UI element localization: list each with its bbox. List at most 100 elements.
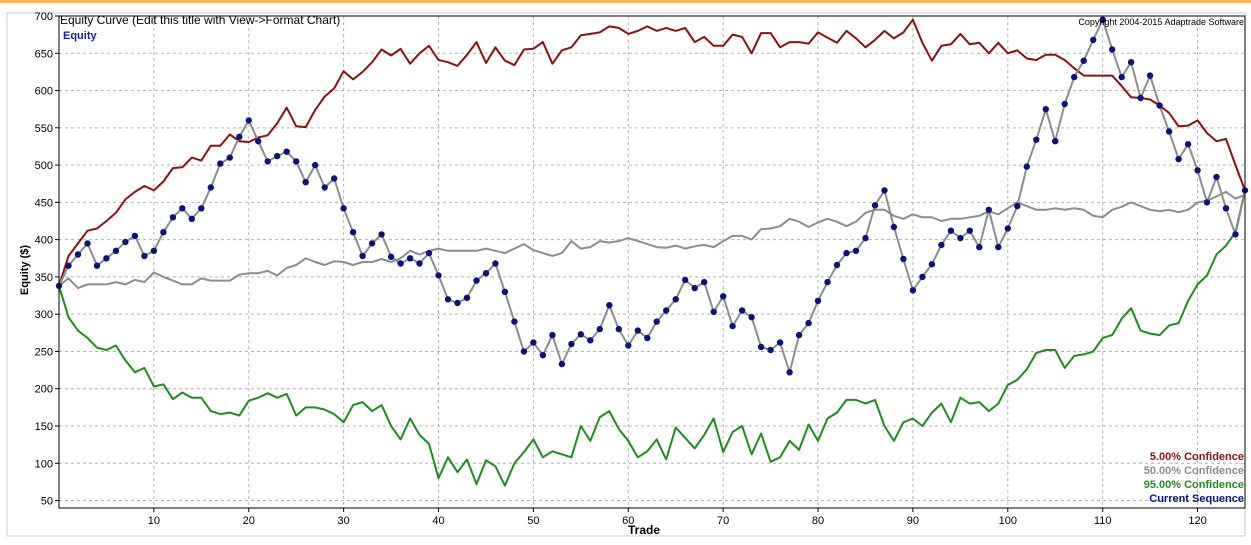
sequence-point: [416, 260, 423, 267]
sequence-point: [387, 253, 395, 260]
sequence-point: [1023, 163, 1030, 170]
x-tick-label: 40: [432, 515, 444, 527]
sequence-point: [843, 249, 850, 257]
sequence-point: [1156, 102, 1163, 109]
sequence-point: [425, 249, 433, 257]
sequence-point: [103, 255, 110, 262]
sequence-point: [84, 240, 91, 247]
x-tick-label: 110: [1094, 515, 1112, 527]
sequence-point: [691, 284, 698, 292]
sequence-point: [1071, 73, 1078, 81]
sequence-point: [1137, 94, 1144, 102]
sequence-point: [217, 160, 224, 167]
sequence-point: [900, 255, 907, 263]
sequence-point: [179, 205, 186, 212]
sequence-point: [966, 227, 973, 234]
sequence-point: [93, 262, 101, 269]
sequence-point: [1213, 173, 1220, 181]
sequence-point: [805, 319, 812, 327]
chart-title: Equity Curve (Edit this title with View-…: [60, 13, 340, 27]
sequence-point: [1033, 136, 1040, 143]
sequence-point: [473, 277, 480, 284]
sequence-point: [1061, 100, 1068, 108]
x-tick-label: 70: [717, 515, 729, 527]
sequence-point: [539, 352, 547, 359]
sequence-point: [928, 261, 936, 268]
sequence-point: [720, 293, 727, 300]
y-tick-label: 150: [35, 421, 53, 433]
y-tick-label: 450: [35, 197, 53, 209]
sequence-point: [634, 327, 641, 334]
y-tick-label: 300: [35, 309, 53, 321]
x-tick-label: 20: [243, 515, 255, 527]
sequence-point: [577, 331, 584, 338]
sequence-point: [1080, 57, 1087, 64]
sequence-point: [1232, 231, 1239, 238]
sequence-point: [587, 337, 594, 344]
sequence-point: [549, 331, 556, 339]
sequence-point: [359, 252, 366, 260]
y-tick-label: 50: [41, 496, 53, 508]
sequence-point: [131, 232, 139, 240]
sequence-point: [226, 154, 233, 161]
sequence-point: [520, 348, 528, 355]
sequence-point: [957, 234, 964, 242]
sequence-point: [368, 240, 376, 247]
series-line-50-confidence: [58, 190, 1246, 290]
legend-item-50-confidence: 50.00% Confidence: [1144, 465, 1244, 477]
grid-lines: [59, 15, 1245, 508]
sequence-markers: [55, 16, 1249, 376]
sequence-point: [207, 184, 214, 191]
x-axis-label: Trade: [628, 523, 660, 537]
sequence-point: [653, 318, 660, 325]
y-tick-label: 550: [35, 123, 53, 135]
sequence-point: [1014, 202, 1021, 210]
sequence-point: [862, 234, 869, 242]
sequence-point: [748, 314, 755, 321]
y-axis-label: Equity ($): [19, 245, 31, 295]
y-tick-label: 400: [35, 235, 53, 247]
sequence-point: [255, 138, 262, 145]
x-tick-label: 60: [622, 515, 634, 527]
sequence-point: [122, 238, 129, 246]
sequence-point: [1052, 138, 1059, 145]
sequence-point: [568, 340, 575, 348]
sequence-point: [909, 287, 917, 294]
sequence-point: [596, 325, 603, 333]
y-tick-label: 100: [35, 458, 53, 470]
sequence-point: [1184, 141, 1192, 148]
sequence-point: [331, 175, 338, 182]
y-tick-label: 350: [35, 272, 53, 284]
sequence-point: [1194, 167, 1201, 174]
x-axis-ticks: 10 20 30 40 50 60 70 80 90 100 110 120: [148, 508, 1207, 527]
sequence-point: [492, 260, 499, 267]
sequence-point: [767, 346, 774, 354]
plot-frame: [58, 15, 1246, 509]
top-accent-strip: [0, 0, 1251, 3]
sequence-point: [1203, 199, 1211, 206]
sequence-point: [141, 252, 148, 260]
y-tick-label: 500: [35, 160, 53, 172]
sequence-point: [65, 262, 72, 269]
y-axis-ticks: 50 100 150 200 250 300 350 400 450 500 550 600 650 70…: [35, 11, 59, 508]
sequence-point: [264, 158, 271, 165]
sequence-point: [112, 247, 120, 254]
sequence-point: [795, 331, 803, 339]
sequence-point: [501, 288, 509, 295]
sequence-point: [1099, 16, 1106, 23]
inner-equity-label: Equity: [63, 30, 97, 42]
x-tick-label: 100: [999, 515, 1017, 527]
sequence-point: [682, 276, 689, 284]
sequence-point: [976, 243, 983, 251]
sequence-point: [776, 339, 784, 346]
sequence-point: [814, 297, 822, 304]
sequence-point: [938, 241, 945, 249]
sequence-point: [1165, 128, 1173, 135]
sequence-point: [625, 342, 632, 349]
sequence-point: [160, 229, 167, 236]
sequence-point: [321, 184, 328, 191]
sequence-point: [558, 360, 566, 368]
sequence-point: [1118, 73, 1125, 81]
